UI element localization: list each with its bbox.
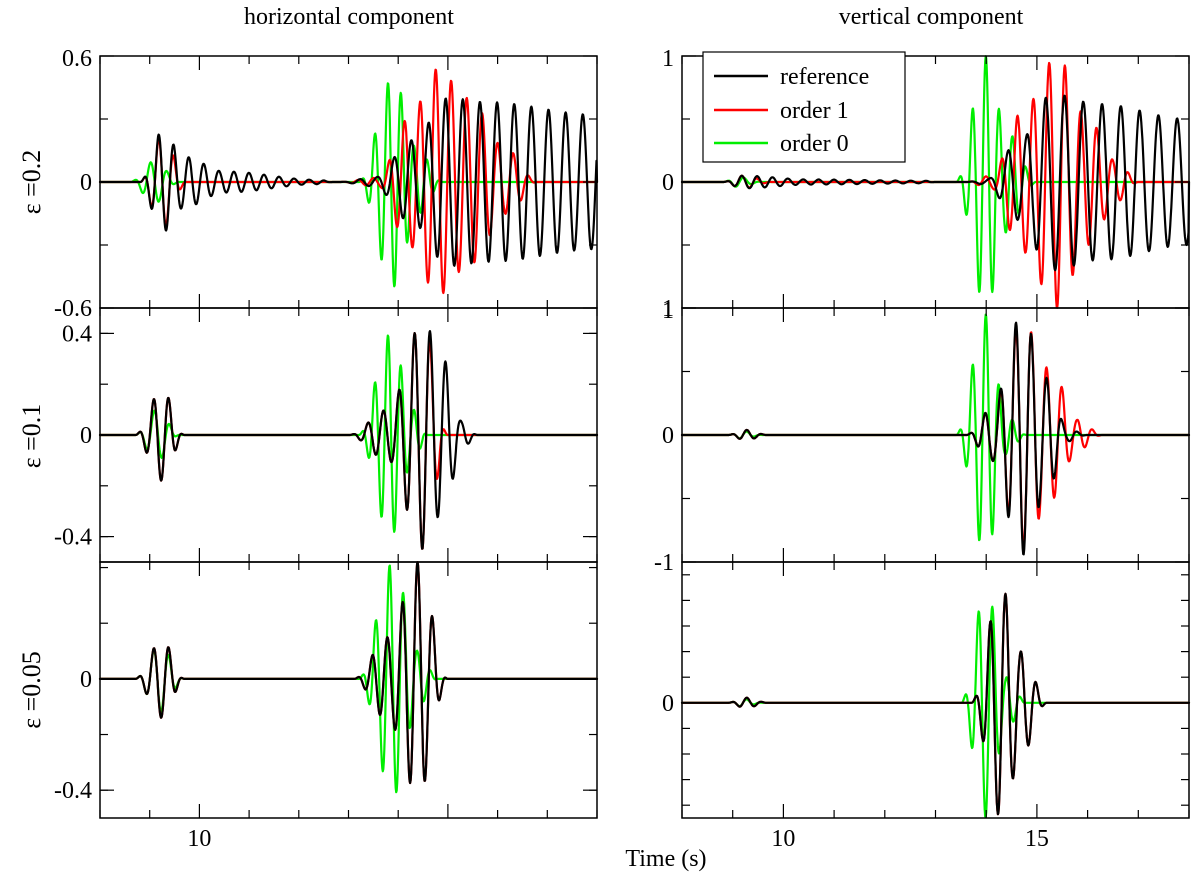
y-tick-label: 0: [662, 170, 674, 196]
y-tick-label: -1: [654, 550, 674, 576]
trace-order-0-vertical-eps-0.05: [680, 605, 1191, 819]
trace-order-0-vertical-eps-0.1: [680, 313, 1191, 542]
row-label-eps-0.2: ε =0.2: [17, 150, 46, 215]
column-title-horizontal: horizontal component: [244, 4, 454, 30]
y-tick-label: 0: [80, 667, 92, 693]
trace-order-0-horizontal-eps-0.1: [98, 334, 599, 533]
trace-reference-horizontal-eps-0.2: [98, 97, 599, 267]
y-tick-label: 1: [662, 46, 674, 72]
row-label-eps-0.1: ε =0.1: [17, 404, 46, 469]
y-tick-label: 0.4: [62, 321, 92, 347]
x-tick-label: 10: [771, 826, 795, 852]
y-tick-label: -0.6: [54, 296, 92, 322]
panel-horizontal-eps-0.2: 0.6 0 -0.6: [54, 46, 599, 322]
y-tick-label: 1: [662, 296, 674, 322]
trace-reference-horizontal-eps-0.05: [98, 561, 599, 785]
y-tick-label: 0: [80, 170, 92, 196]
y-tick-label: 0.6: [62, 46, 92, 72]
trace-reference-vertical-eps-0.1: [680, 321, 1191, 556]
panel-frame: [681, 561, 1190, 819]
y-tick-label: -0.4: [54, 525, 92, 551]
trace-reference-horizontal-eps-0.1: [98, 330, 599, 550]
legend-label-order-1: order 1: [780, 98, 849, 124]
panel-horizontal-eps-0.05: 0 -0.4 10: [54, 561, 599, 852]
panel-vertical-eps-0.1: 1 0 -1: [654, 298, 1191, 576]
column-title-vertical: vertical component: [839, 4, 1024, 30]
panel-vertical-eps-0.05: 0 10 15: [662, 561, 1191, 852]
x-axis-title: Time (s): [625, 846, 706, 872]
trace-order-1-vertical-eps-0.1: [680, 327, 1191, 550]
y-tick-label: -0.4: [54, 778, 92, 804]
x-tick-label: 10: [187, 826, 211, 852]
y-tick-label: 0: [80, 423, 92, 449]
trace-order-1-horizontal-eps-0.05: [98, 561, 599, 785]
trace-order-1-horizontal-eps-0.1: [98, 332, 599, 550]
panel-horizontal-eps-0.1: 0.4 0 -0.4: [54, 307, 599, 563]
y-tick-label: 0: [662, 691, 674, 717]
legend-label-order-0: order 0: [780, 131, 849, 157]
y-tick-label: 1: [662, 298, 674, 324]
row-label-eps-0.05: ε =0.05: [17, 651, 46, 729]
legend: reference order 1 order 0: [702, 51, 906, 163]
trace-reference-vertical-eps-0.2: [680, 94, 1191, 272]
trace-reference-vertical-eps-0.05: [680, 592, 1191, 816]
y-tick-label: 0: [662, 423, 674, 449]
panel-vertical-eps-0.2: 1 0 1: [662, 46, 1191, 322]
x-tick-label: 15: [1025, 826, 1049, 852]
legend-label-reference: reference: [780, 64, 869, 90]
